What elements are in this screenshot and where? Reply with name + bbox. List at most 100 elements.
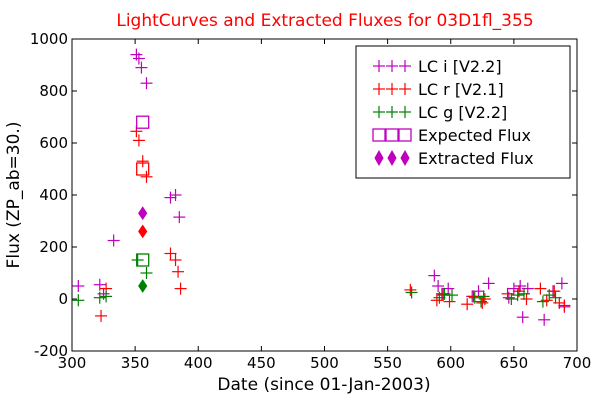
data-point-plus xyxy=(517,287,530,300)
legend-label: LC r [V2.1] xyxy=(418,80,504,99)
data-point-square xyxy=(136,115,150,129)
legend-marker-square xyxy=(385,128,399,142)
data-point-plus xyxy=(461,298,474,311)
data-point-plus xyxy=(93,291,106,304)
data-point-plus xyxy=(173,211,186,224)
data-point-plus xyxy=(100,290,113,303)
data-point-plus xyxy=(405,286,418,299)
data-point-plus xyxy=(428,269,441,282)
data-point-plus xyxy=(140,170,153,183)
data-point-plus xyxy=(164,247,177,260)
data-point-square xyxy=(136,253,150,267)
data-point-plus xyxy=(438,287,451,300)
data-point-plus xyxy=(549,291,562,304)
data-point-plus xyxy=(132,52,145,65)
x-tick-label: 450 xyxy=(247,354,276,372)
data-point-plus xyxy=(482,277,495,290)
data-point-plus xyxy=(174,282,187,295)
chart-title: LightCurves and Extracted Fluxes for 03D… xyxy=(116,11,533,31)
legend: LC i [V2.2] LC r [V2.1] LC g [V2.2] Expecte… xyxy=(355,45,571,179)
data-point-plus xyxy=(511,289,524,302)
data-point-plus xyxy=(164,191,177,204)
data-marks xyxy=(72,48,571,326)
legend-marker-plus xyxy=(373,106,385,118)
y-tick-label: 200 xyxy=(39,238,68,256)
data-point-plus xyxy=(72,294,85,307)
data-point-square xyxy=(136,162,150,176)
data-point-plus xyxy=(172,265,185,278)
data-point-plus xyxy=(169,189,182,201)
data-point-plus xyxy=(555,277,568,290)
data-point-plus xyxy=(516,311,529,324)
data-point-plus xyxy=(72,280,85,292)
data-point-plus xyxy=(538,313,551,326)
y-axis-label: Flux (ZP_ab=30.) xyxy=(4,122,24,269)
data-point-plus xyxy=(169,254,182,266)
x-tick-label: 700 xyxy=(563,354,592,372)
data-point-plus xyxy=(430,294,443,307)
data-point-plus xyxy=(472,285,485,298)
data-point-plus xyxy=(432,280,445,292)
legend-marker-square xyxy=(398,128,412,142)
x-tick-label: 500 xyxy=(310,354,339,372)
data-point-plus xyxy=(468,291,481,304)
data-point-plus xyxy=(505,293,518,305)
data-point-plus xyxy=(95,309,108,322)
data-point-plus xyxy=(446,289,459,302)
legend-marker-plus xyxy=(373,60,385,72)
legend-label: LC g [V2.2] xyxy=(418,103,507,122)
data-point-plus xyxy=(135,61,148,74)
legend-marker-plus xyxy=(399,106,411,118)
legend-label: Extracted Flux xyxy=(418,149,534,168)
y-tick-label: 400 xyxy=(39,186,68,204)
legend-marker-plus xyxy=(386,60,398,72)
x-tick-label: 650 xyxy=(500,354,529,372)
x-tick-label: 550 xyxy=(373,354,402,372)
data-point-plus xyxy=(132,134,145,147)
y-tick-label: -200 xyxy=(34,342,68,360)
data-point-plus xyxy=(543,289,556,302)
legend-marker-plus xyxy=(399,60,411,72)
x-axis-label: Date (since 01-Jan-2003) xyxy=(217,375,430,395)
data-point-plus xyxy=(534,282,547,295)
x-tick-label: 300 xyxy=(58,354,87,372)
data-point-plus xyxy=(93,278,106,291)
data-point-plus xyxy=(520,293,533,305)
data-point-plus xyxy=(467,290,480,303)
plot-area: 300 350 400 450 500 550 600 650 700 -200 0 200 400 60… xyxy=(30,30,592,372)
axis-ticks: 300 350 400 450 500 550 600 650 700 -200 0 200 400 60… xyxy=(30,30,592,372)
y-tick-label: 1000 xyxy=(30,30,68,48)
data-point-plus xyxy=(507,282,520,295)
data-point-plus xyxy=(477,290,490,303)
data-point-diamond xyxy=(138,224,148,239)
data-point-plus xyxy=(136,155,149,168)
x-tick-label: 400 xyxy=(184,354,213,372)
data-point-plus xyxy=(107,234,120,247)
data-point-plus xyxy=(140,267,153,279)
data-point-plus xyxy=(404,283,417,296)
data-point-plus xyxy=(140,77,153,90)
legend-label: Expected Flux xyxy=(418,126,531,145)
legend-marker-diamond xyxy=(400,149,410,167)
legend-marker-diamond xyxy=(387,149,397,167)
legend-marker-diamond xyxy=(374,149,384,167)
data-point-diamond xyxy=(138,279,148,293)
data-point-plus xyxy=(558,299,571,312)
data-point-plus xyxy=(536,295,549,308)
legend-marker-plus xyxy=(386,83,398,95)
data-point-diamond xyxy=(138,206,148,221)
data-point-plus xyxy=(475,295,488,308)
x-tick-label: 600 xyxy=(436,354,465,372)
legend-label: LC i [V2.2] xyxy=(418,57,502,76)
y-tick-label: 800 xyxy=(39,82,68,100)
x-tick-label: 350 xyxy=(121,354,150,372)
legend-marker-plus xyxy=(373,83,385,95)
data-point-plus xyxy=(443,295,456,308)
data-point-plus xyxy=(131,254,144,266)
legend-marker-plus xyxy=(386,106,398,118)
data-point-plus xyxy=(514,280,527,292)
legend-marker-square xyxy=(372,128,386,142)
y-tick-label: 600 xyxy=(39,134,68,152)
legend-marker-plus xyxy=(399,83,411,95)
